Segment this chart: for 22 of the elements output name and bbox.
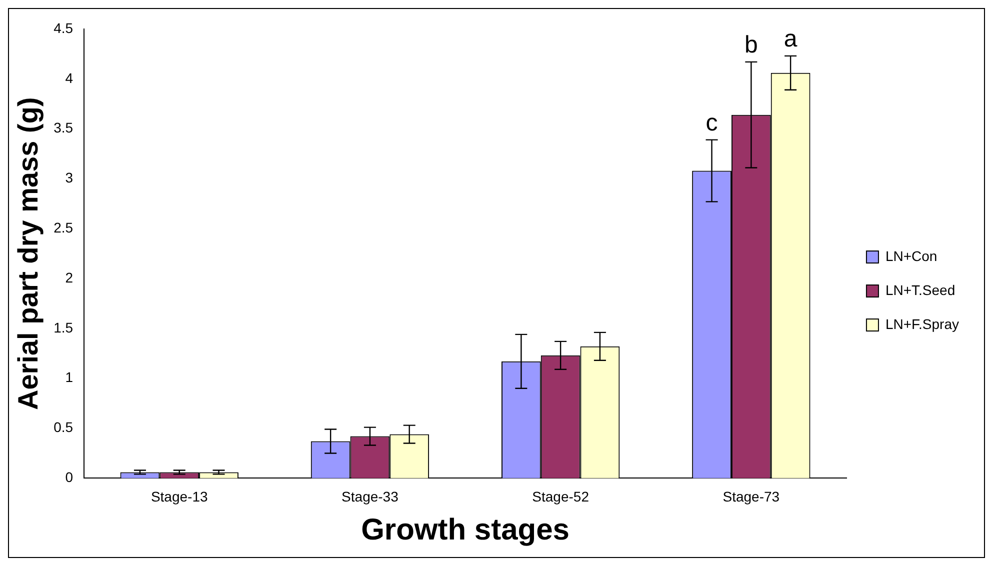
y-tick-label: 2	[65, 269, 74, 286]
x-tick-label: Stage-73	[722, 488, 780, 504]
legend-label: LN+F.Spray	[885, 316, 960, 332]
x-axis-title: Growth stages	[361, 513, 570, 546]
y-tick-label: 3	[65, 170, 74, 186]
x-tick-label: Stage-52	[532, 488, 590, 504]
y-tick-label: 3.5	[54, 120, 74, 136]
x-tick-label: Stage-33	[342, 488, 399, 504]
y-tick-label: 4	[65, 70, 74, 86]
y-tick-label: 2.5	[54, 220, 74, 236]
y-tick-label: 4.5	[54, 20, 74, 36]
legend-label: LN+T.Seed	[885, 282, 956, 298]
y-axis-title: Aerial part dry mass (g)	[12, 97, 44, 410]
annotation: a	[784, 26, 798, 53]
annotation: b	[744, 32, 758, 59]
x-tick-label: Stage-13	[150, 488, 208, 504]
y-tick-label: 1.5	[54, 319, 74, 336]
y-tick-label: 0	[65, 469, 74, 486]
annotation: c	[706, 109, 718, 136]
legend-label: LN+Con	[885, 248, 938, 264]
y-tick-label: 0.5	[54, 419, 74, 436]
y-tick-label: 1	[65, 369, 74, 386]
